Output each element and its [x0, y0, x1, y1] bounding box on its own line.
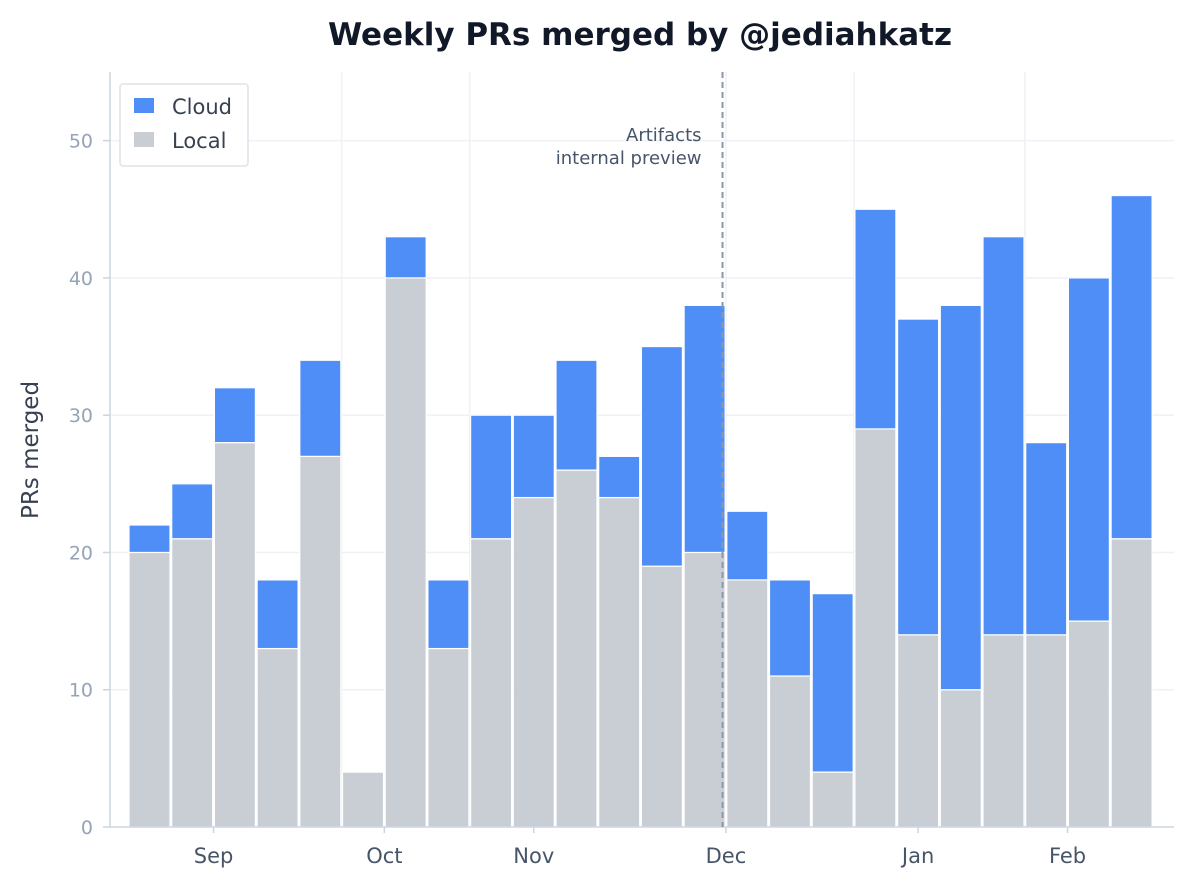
y-tick-label: 30 — [69, 405, 93, 427]
bar-cloud — [171, 483, 214, 540]
x-tick-label: Sep — [194, 844, 234, 868]
axes-layer: 0 10 20 30 40 50 Sep Oct Nov Dec Jan Feb — [69, 72, 1174, 868]
bar-cloud — [470, 414, 513, 540]
legend-label-local: Local — [172, 129, 226, 153]
bar-cloud — [982, 236, 1025, 636]
legend-swatch-local — [134, 132, 154, 147]
bar-local — [512, 496, 555, 828]
bar-local — [939, 689, 982, 828]
bar-local — [256, 647, 299, 828]
bar-local — [598, 496, 641, 828]
legend-label-cloud: Cloud — [172, 95, 232, 119]
bar-cloud — [1025, 442, 1068, 636]
bar-local — [726, 579, 769, 828]
x-tick-label: Oct — [366, 844, 402, 868]
bar-cloud — [427, 579, 470, 650]
y-tick-label: 20 — [69, 542, 93, 564]
bar-cloud — [683, 304, 726, 554]
bar-local — [854, 428, 897, 828]
grid-layer — [110, 72, 1174, 827]
bar-local — [427, 647, 470, 828]
chart-title: Weekly PRs merged by @jediahkatz — [328, 17, 952, 53]
bar-cloud — [939, 304, 982, 691]
x-tick-label: Dec — [706, 844, 747, 868]
bar-cloud — [1067, 277, 1111, 622]
bar-cloud — [384, 236, 427, 279]
bar-local — [1025, 634, 1068, 828]
y-tick-label: 10 — [69, 680, 93, 702]
bar-cloud — [128, 524, 171, 554]
bar-local — [811, 771, 854, 828]
bar-cloud — [726, 510, 769, 581]
bar-local — [768, 675, 812, 828]
legend: Cloud Local — [119, 83, 249, 167]
bar-cloud — [256, 579, 299, 650]
y-tick-label: 40 — [69, 268, 93, 290]
y-tick-label: 50 — [69, 131, 93, 153]
bar-local — [171, 538, 214, 828]
bar-cloud — [1110, 194, 1153, 540]
bar-local — [128, 551, 171, 828]
bar-cloud — [512, 414, 555, 499]
bar-local — [341, 771, 385, 828]
bar-local — [555, 469, 598, 828]
bar-cloud — [299, 359, 342, 457]
bar-cloud — [896, 318, 940, 636]
bar-local — [640, 565, 684, 828]
legend-swatch-cloud — [134, 98, 154, 113]
annotation-text: internal preview — [556, 148, 702, 169]
bar-local — [896, 634, 940, 828]
x-tick-label: Jan — [900, 844, 934, 868]
bar-local — [299, 455, 342, 828]
bar-local — [982, 634, 1025, 828]
bar-cloud — [640, 345, 684, 567]
bar-local — [384, 277, 427, 828]
annotation-text: Artifacts — [626, 125, 701, 146]
y-tick-label: 0 — [81, 817, 93, 839]
bar-cloud — [598, 455, 641, 499]
bar-cloud — [854, 208, 897, 430]
bar-local — [470, 538, 513, 828]
bars-layer — [128, 194, 1153, 828]
bar-local — [683, 551, 726, 828]
bar-cloud — [213, 387, 256, 444]
bar-cloud — [811, 593, 854, 773]
bar-cloud — [768, 579, 812, 677]
bar-local — [1110, 538, 1153, 828]
bar-local — [213, 442, 256, 828]
x-tick-label: Nov — [513, 844, 554, 868]
bar-local — [1067, 620, 1111, 828]
y-axis-label: PRs merged — [18, 381, 44, 519]
bar-cloud — [555, 359, 598, 471]
x-tick-label: Feb — [1049, 844, 1086, 868]
